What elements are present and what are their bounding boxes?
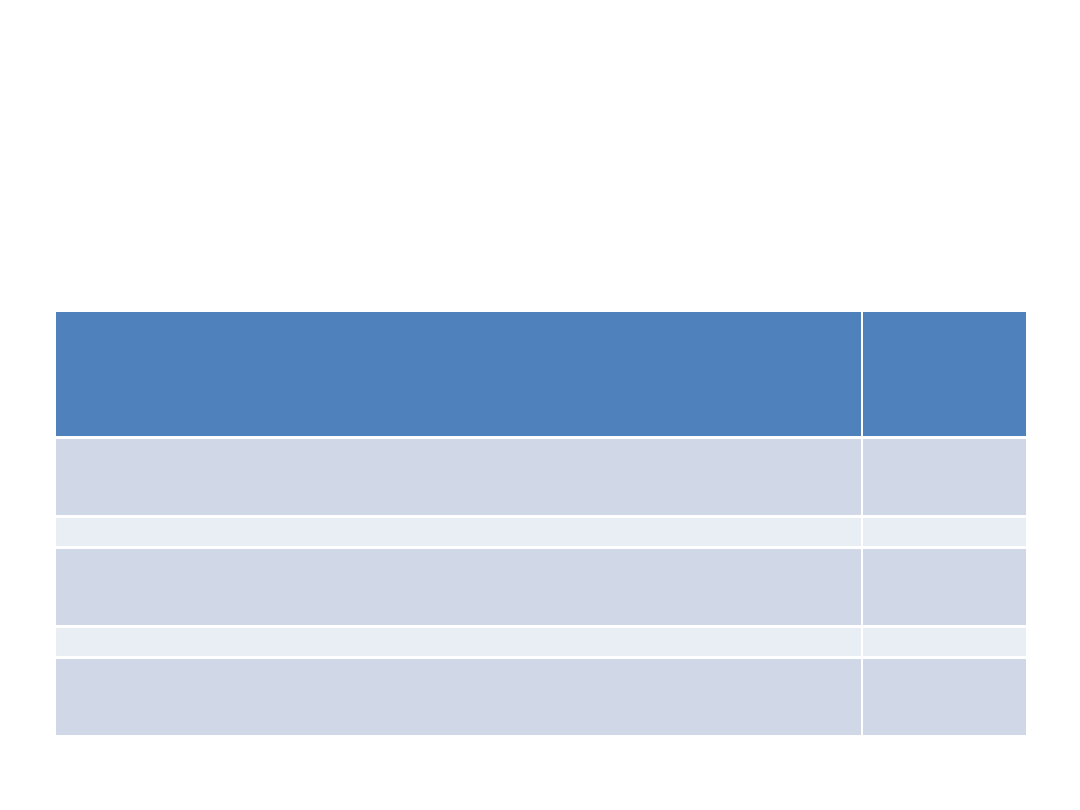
table-cell xyxy=(863,549,1026,625)
table-cell xyxy=(863,518,1026,546)
table-cell xyxy=(56,659,861,735)
table-cell xyxy=(56,439,861,515)
table-cell xyxy=(56,518,861,546)
header-cell xyxy=(56,312,861,436)
header-cell xyxy=(863,312,1026,436)
table-cell xyxy=(56,628,861,656)
table-cell xyxy=(863,659,1026,735)
table-cell xyxy=(863,439,1026,515)
table-cell xyxy=(863,628,1026,656)
table-cell xyxy=(56,549,861,625)
